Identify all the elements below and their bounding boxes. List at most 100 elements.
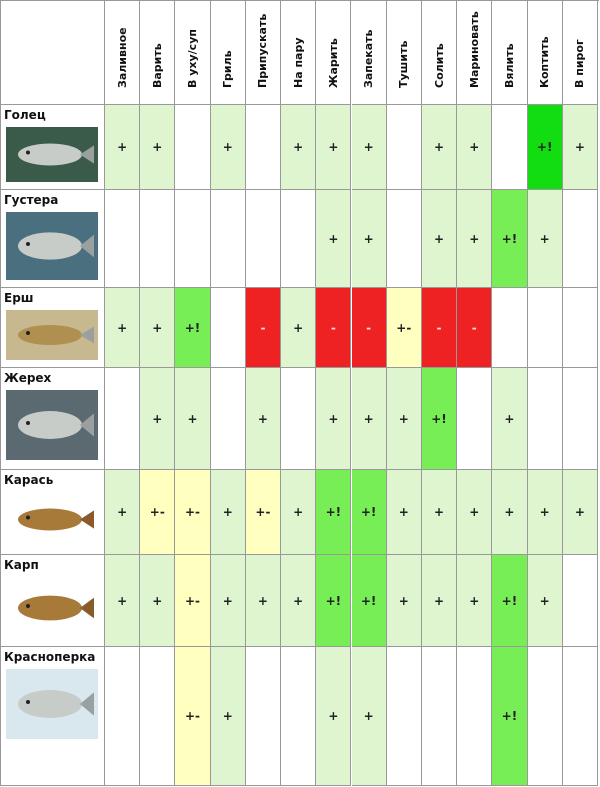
- fish-image: [6, 669, 98, 739]
- table-cell: [562, 555, 598, 647]
- table-cell: [421, 647, 458, 786]
- table-cell: +!: [175, 288, 211, 368]
- table-cell: +!: [492, 190, 528, 288]
- column-header: Гриль: [221, 50, 235, 88]
- fish-image: [6, 310, 98, 360]
- header-cell: [562, 0, 598, 105]
- table-cell: +: [421, 470, 458, 555]
- table-cell: [105, 190, 141, 288]
- table-cell: [527, 288, 563, 368]
- table-cell: +: [175, 368, 211, 470]
- table-cell: [245, 190, 282, 288]
- table-cell: +: [140, 555, 176, 647]
- table-cell: +!: [492, 555, 528, 647]
- table-cell: [245, 105, 282, 190]
- table-cell: [386, 105, 422, 190]
- header-cell: [492, 0, 528, 105]
- table-cell: +: [351, 368, 387, 470]
- column-header: Вялить: [502, 43, 516, 88]
- column-header: Припускать: [256, 13, 270, 88]
- table-cell: +: [281, 105, 317, 190]
- table-cell: +: [351, 647, 387, 786]
- table-cell: +: [316, 190, 352, 288]
- fish-name: Жерех: [4, 371, 52, 385]
- table-cell: -: [245, 288, 282, 368]
- table-cell: +: [210, 105, 246, 190]
- table-cell: -: [421, 288, 458, 368]
- table-cell: +: [527, 190, 563, 288]
- table-cell: [386, 190, 422, 288]
- table-cell: [562, 190, 598, 288]
- table-cell: +: [421, 190, 458, 288]
- header-cell: [527, 0, 563, 105]
- table-cell: +-: [386, 288, 422, 368]
- table-cell: +: [140, 105, 176, 190]
- header-cell: [316, 0, 352, 105]
- table-cell: [281, 647, 317, 786]
- fish-image: [6, 127, 98, 182]
- table-cell: +!: [351, 470, 387, 555]
- table-cell: [210, 190, 246, 288]
- header-cell: [245, 0, 282, 105]
- table-cell: +: [316, 368, 352, 470]
- table-cell: [492, 288, 528, 368]
- fish-image: [6, 492, 98, 547]
- header-cell: [175, 0, 211, 105]
- table-cell: +: [281, 470, 317, 555]
- table-cell: [386, 647, 422, 786]
- table-cell: +!: [492, 647, 528, 786]
- table-cell: +: [210, 647, 246, 786]
- table-cell: +: [105, 105, 141, 190]
- table-cell: +: [316, 105, 352, 190]
- table-cell: +: [457, 555, 493, 647]
- table-cell: +-: [245, 470, 282, 555]
- header-cell: [386, 0, 422, 105]
- table-cell: +!: [316, 470, 352, 555]
- fish-name: Карась: [4, 473, 54, 487]
- table-cell: [175, 190, 211, 288]
- row-header-cell: [0, 105, 105, 190]
- row-header-cell: [0, 288, 105, 368]
- column-header: Солить: [432, 43, 446, 88]
- table-cell: +: [351, 190, 387, 288]
- table-cell: +: [386, 470, 422, 555]
- table-cell: +: [562, 470, 598, 555]
- table-cell: -: [351, 288, 387, 368]
- table-cell: +!: [351, 555, 387, 647]
- column-header: Варить: [150, 43, 164, 88]
- table-cell: [527, 647, 563, 786]
- table-cell: +: [492, 368, 528, 470]
- table-cell: +-: [175, 470, 211, 555]
- table-cell: [105, 647, 141, 786]
- table-cell: +: [457, 190, 493, 288]
- table-cell: [245, 647, 282, 786]
- column-header: Тушить: [397, 40, 411, 88]
- table-cell: +: [105, 470, 141, 555]
- header-cell: [140, 0, 176, 105]
- row-header-cell: [0, 647, 105, 786]
- header-cell: [105, 0, 141, 105]
- table-cell: +: [386, 368, 422, 470]
- column-header: Запекать: [362, 29, 376, 88]
- column-header: В пирог: [573, 39, 587, 88]
- table-cell: +: [527, 555, 563, 647]
- table-cell: [562, 647, 598, 786]
- table-cell: [105, 368, 141, 470]
- fish-name: Голец: [4, 108, 46, 122]
- table-cell: +: [210, 470, 246, 555]
- column-header: Жарить: [326, 38, 340, 88]
- fish-image: [6, 212, 98, 280]
- table-cell: +-: [175, 555, 211, 647]
- fish-name: Густера: [4, 193, 59, 207]
- table-cell: [210, 368, 246, 470]
- table-cell: [175, 105, 211, 190]
- table-cell: [562, 288, 598, 368]
- table-cell: -: [457, 288, 493, 368]
- table-cell: [562, 368, 598, 470]
- table-cell: +!: [527, 105, 563, 190]
- fish-image: [6, 390, 98, 460]
- table-cell: +: [562, 105, 598, 190]
- table-cell: [140, 190, 176, 288]
